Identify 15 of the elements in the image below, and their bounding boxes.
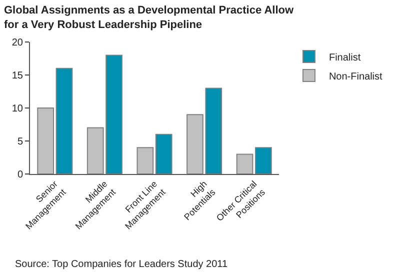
bar xyxy=(56,68,73,174)
bar xyxy=(136,147,154,174)
bar xyxy=(236,154,254,174)
y-tick-label: 20 xyxy=(12,38,24,48)
y-tick-label: 15 xyxy=(12,70,24,82)
legend-label: Non-Finalist xyxy=(328,71,383,82)
chart-title: Global Assignments as a Developmental Practice Allow for a Very Robust Leadership Pipeline xyxy=(4,4,294,31)
y-tick-label: 10 xyxy=(12,104,24,114)
bar xyxy=(155,134,172,174)
y-tick-label: 5 xyxy=(17,136,24,148)
bar xyxy=(37,108,54,174)
bar xyxy=(255,147,272,174)
y-tick-label: 0 xyxy=(17,170,24,180)
legend-label: Finalist xyxy=(328,52,361,64)
source-note: Source: Top Companies for Leaders Study 2011 xyxy=(15,259,228,270)
